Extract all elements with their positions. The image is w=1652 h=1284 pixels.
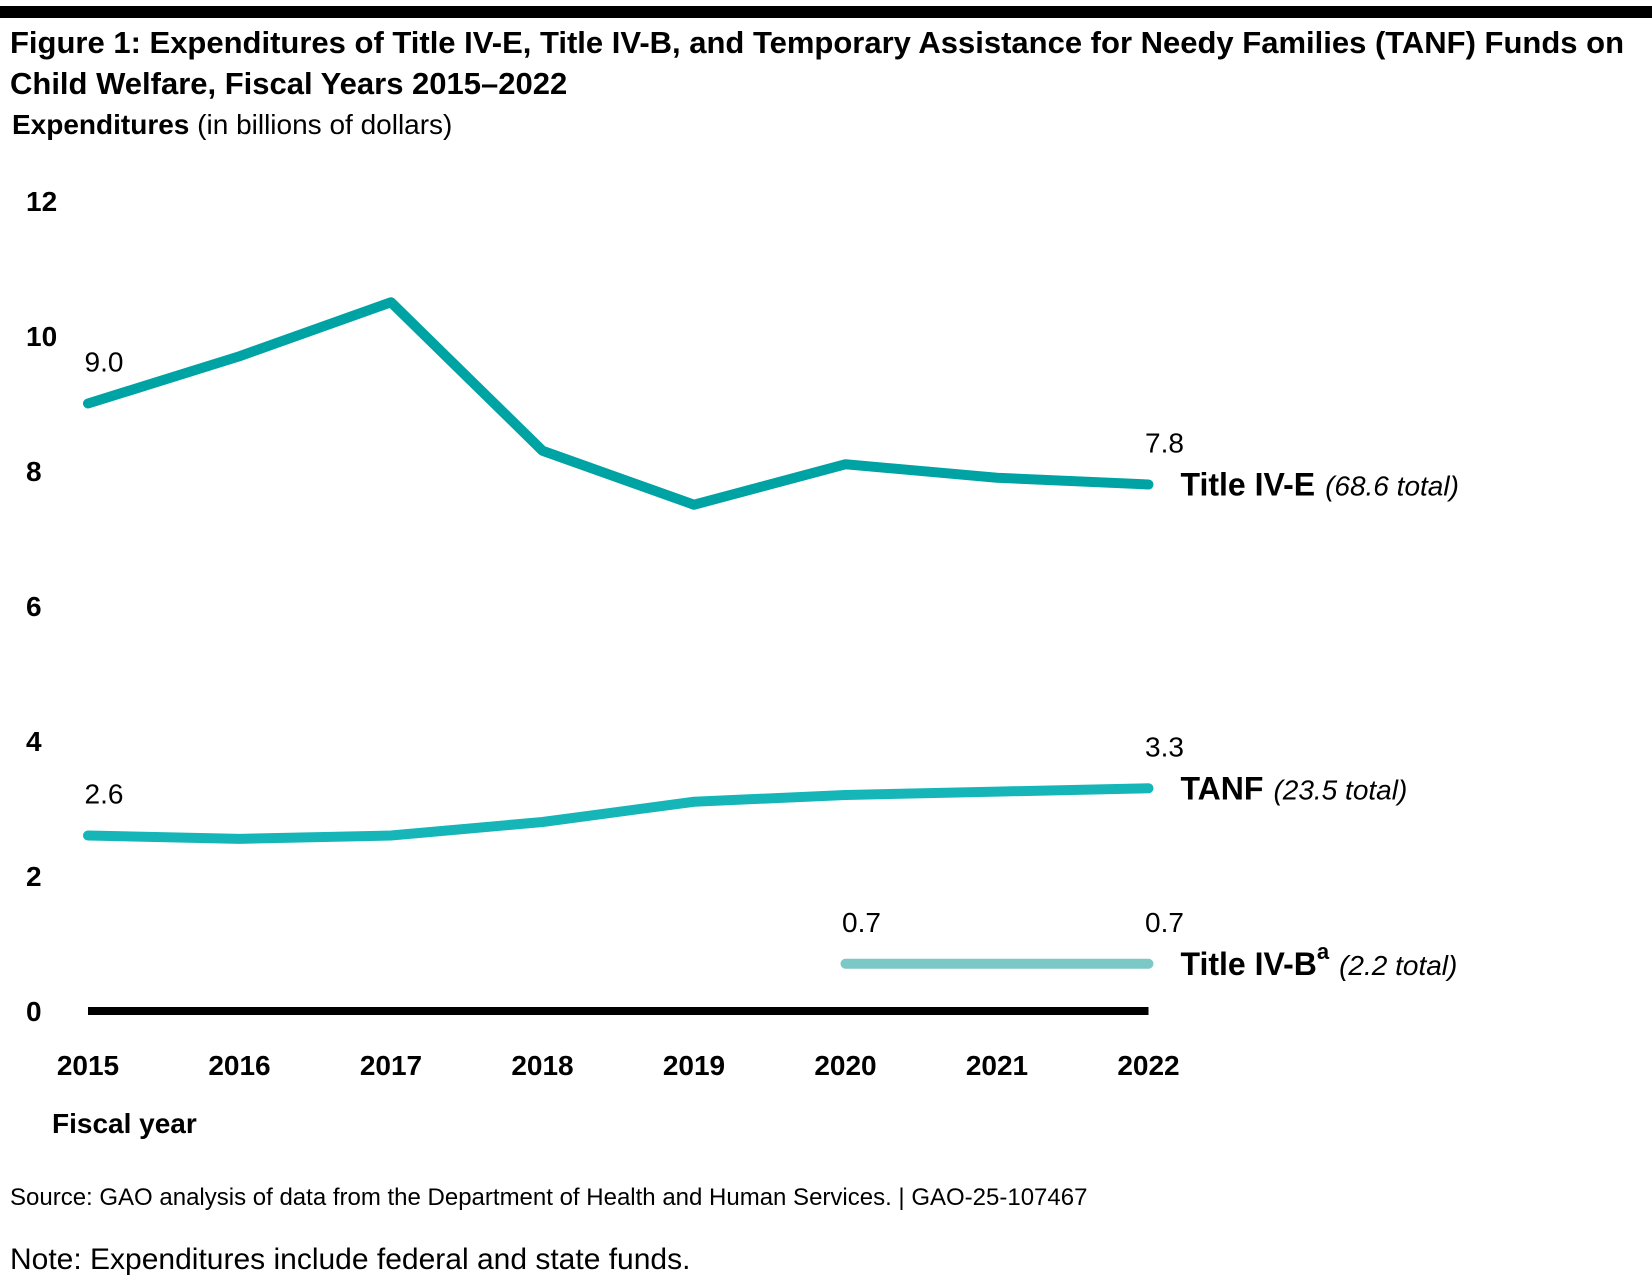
x-tick-label: 2021 bbox=[966, 1050, 1028, 1081]
x-tick-label: 2017 bbox=[360, 1050, 422, 1081]
x-tick-label: 2022 bbox=[1117, 1050, 1179, 1081]
series-name: Title IV-E bbox=[1181, 467, 1316, 503]
y-axis-label-unit: (in billions of dollars) bbox=[197, 109, 453, 140]
footnote: Note: Expenditures include federal and s… bbox=[10, 1243, 691, 1276]
point-label: 7.8 bbox=[1145, 428, 1184, 459]
series-labels: 9.0 7.8 Title IV-E (68.6 total) 2.6 3.3 TANF (2… bbox=[85, 347, 1459, 982]
x-tick-label: 2015 bbox=[57, 1050, 119, 1081]
series-total: (23.5 total) bbox=[1273, 774, 1407, 805]
y-tick-label: 4 bbox=[26, 726, 42, 757]
series-line bbox=[83, 783, 1154, 844]
point-label: 2.6 bbox=[85, 779, 124, 810]
x-tick-label: 2016 bbox=[208, 1050, 270, 1081]
point-label: 3.3 bbox=[1145, 731, 1184, 762]
series-lines bbox=[83, 297, 1154, 969]
x-tick-label: 2019 bbox=[663, 1050, 725, 1081]
point-label: 0.7 bbox=[1145, 907, 1184, 938]
top-rule bbox=[0, 6, 1652, 18]
figure-title: Figure 1: Expenditures of Title IV-E, Ti… bbox=[10, 25, 1625, 101]
x-tick-label: 2020 bbox=[814, 1050, 876, 1081]
series-name: Title IV-B bbox=[1181, 946, 1317, 982]
point-label: 0.7 bbox=[842, 907, 881, 938]
y-tick-label: 12 bbox=[26, 186, 57, 217]
series-label: Title IV-Ba (2.2 total) bbox=[1181, 939, 1458, 982]
y-tick-label: 10 bbox=[26, 321, 57, 352]
y-tick-label: 6 bbox=[26, 591, 42, 622]
y-tick-label: 2 bbox=[26, 861, 42, 892]
series-line bbox=[83, 297, 1154, 510]
series-label: TANF (23.5 total) bbox=[1181, 770, 1408, 806]
point-label: 9.0 bbox=[85, 347, 124, 378]
series-name-superscript: a bbox=[1317, 939, 1330, 964]
x-tick-label: 2018 bbox=[511, 1050, 573, 1081]
series-label: Title IV-E (68.6 total) bbox=[1181, 467, 1459, 503]
x-axis-label: Fiscal year bbox=[52, 1108, 197, 1139]
y-axis-label-bold: Expenditures bbox=[12, 109, 190, 140]
y-axis-label: Expenditures (in billions of dollars) bbox=[12, 108, 452, 142]
y-tick-label: 8 bbox=[26, 456, 42, 487]
y-tick-label: 0 bbox=[26, 996, 42, 1027]
y-tick-labels: 0 2 4 6 8 10 12 bbox=[26, 186, 57, 1027]
source-note: Source: GAO analysis of data from the De… bbox=[10, 1184, 1088, 1211]
x-tick-labels: 2015 2016 2017 2018 2019 2020 2021 2022 bbox=[57, 1050, 1180, 1081]
series-total: (68.6 total) bbox=[1325, 471, 1459, 502]
series-name: TANF bbox=[1181, 770, 1264, 806]
series-total: (2.2 total) bbox=[1339, 950, 1457, 981]
